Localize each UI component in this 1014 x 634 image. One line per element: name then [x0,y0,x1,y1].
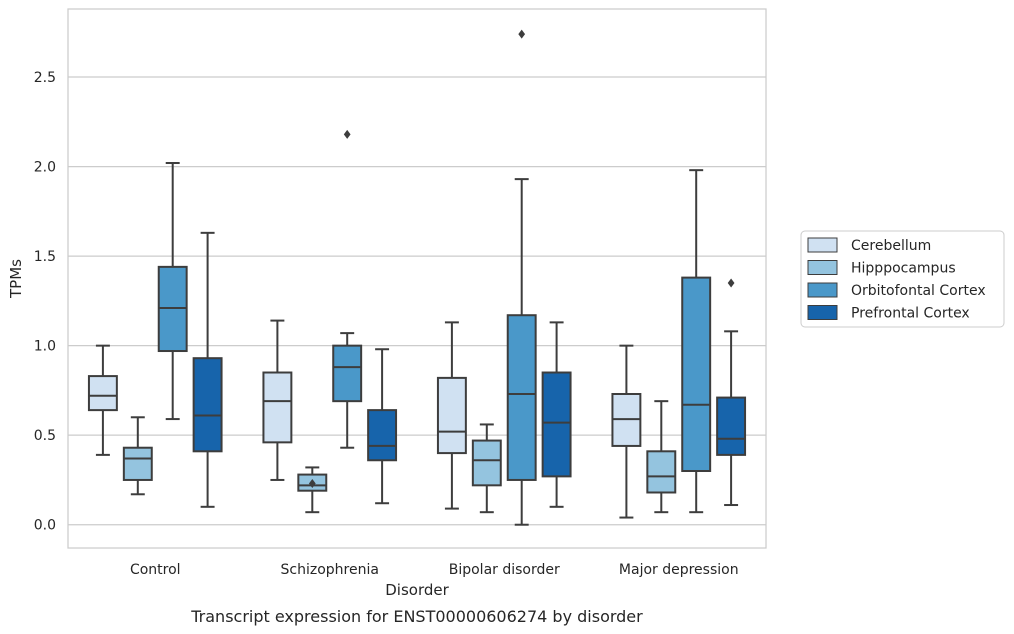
outlier-point [727,278,735,288]
legend-item[interactable]: Prefrontal Cortex [807,305,970,322]
x-tick-label: Bipolar disorder [449,562,560,578]
y-tick-label: 2.0 [34,160,56,176]
legend-item[interactable]: Hipppocampus [807,260,956,277]
box-orbitofontal-cortex-schizophrenia [332,129,363,449]
box-orbitofontal-cortex-major-depression [681,169,712,514]
legend-frame [800,230,1005,328]
legend-label: Cerebellum [851,238,931,254]
box-prefrontal-cortex-bipolar-disorder [541,321,572,508]
x-axis-label: Disorder [385,581,449,599]
box-iqr [87,375,118,412]
box-iqr [506,314,537,481]
legend-label: Prefrontal Cortex [851,306,970,322]
box-hipppocampus-major-depression [646,400,677,514]
legend-item[interactable]: Orbitofontal Cortex [807,282,986,299]
y-tick-label: 2.5 [34,70,56,86]
box-cerebellum-control [87,344,118,456]
box-hipppocampus-bipolar-disorder [471,423,502,514]
legend-swatch [807,260,838,275]
legend-swatch [807,305,838,320]
legend[interactable]: Cerebellum Hipppocampus Orbitofontal Corte… [800,230,1005,328]
outlier-point [518,29,526,39]
box-iqr [122,446,153,481]
box-iqr [192,357,223,453]
legend-label: Orbitofontal Cortex [851,283,986,299]
legend-swatch [807,237,838,253]
legend-swatch [807,282,838,298]
outlier-point [343,129,351,139]
box-iqr [262,371,293,444]
box-groups [87,29,747,526]
legend-label: Hipppocampus [851,261,956,277]
y-tick-label: 1.5 [34,249,56,265]
box-orbitofontal-cortex-bipolar-disorder [506,29,537,526]
outlier-point [308,479,316,489]
box-prefrontal-cortex-control [192,231,223,508]
box-cerebellum-major-depression [611,344,642,519]
box-iqr [367,409,398,462]
y-tick-label: 0.0 [34,518,56,534]
box-iqr [332,344,363,403]
box-orbitofontal-cortex-control [157,162,188,421]
box-hipppocampus-control [122,416,153,496]
box-cerebellum-bipolar-disorder [436,321,467,510]
box-iqr [436,376,467,455]
box-prefrontal-cortex-major-depression [716,278,747,507]
x-tick-label: Schizophrenia [281,562,379,578]
box-cerebellum-schizophrenia [262,319,293,481]
x-tick-labels: Control Schizophrenia Bipolar disorder Majo… [130,562,739,578]
box-iqr [646,450,677,494]
box-iqr [716,396,747,456]
y-axis-label: TPMs [7,259,25,299]
box-hipppocampus-schizophrenia [297,466,328,514]
figure-caption: Transcript expression for ENST0000060627… [190,607,643,626]
box-iqr [681,276,712,472]
plot-area-frame [67,8,767,549]
x-tick-label: Control [130,562,181,578]
y-tick-label: 1.0 [34,339,56,355]
x-tick-label: Major depression [619,562,739,578]
y-tick-label: 0.5 [34,428,56,444]
box-iqr [471,439,502,487]
box-prefrontal-cortex-schizophrenia [367,348,398,505]
y-tick-labels: 0.0 0.5 1.0 1.5 2.0 2.5 [34,70,56,534]
box-iqr [541,371,572,478]
legend-item[interactable]: Cerebellum [807,237,931,254]
